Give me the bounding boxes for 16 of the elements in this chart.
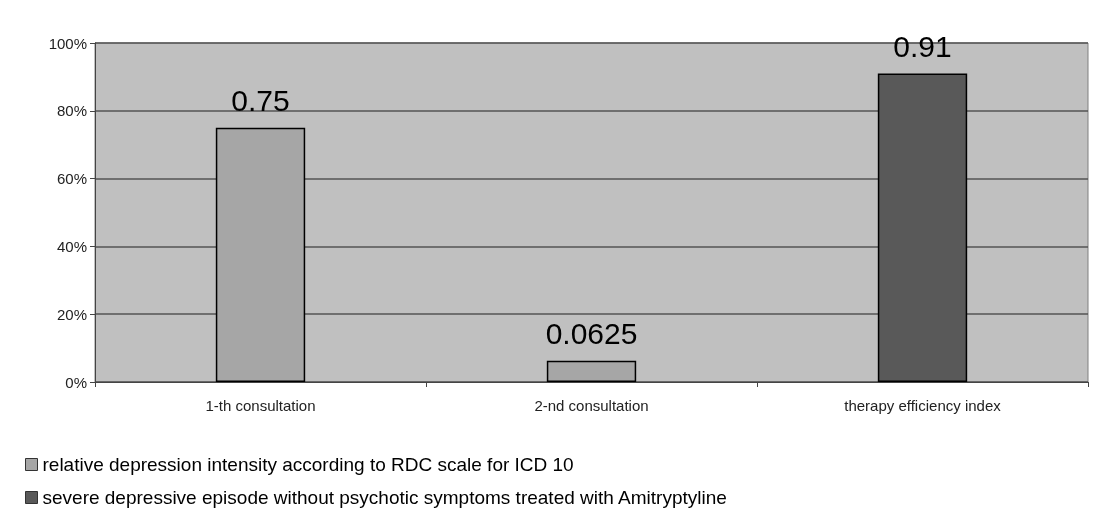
x-tick-label: 1-th consultation (205, 397, 316, 414)
y-tick-label: 100% (48, 34, 87, 52)
y-tick-label: 20% (56, 305, 87, 323)
data-label: 0.75 (231, 84, 290, 118)
data-label: 0.91 (893, 30, 952, 64)
legend-label: relative depression intensity according to RDC scale for ICD 10 (42, 454, 574, 475)
y-tick-label: 40% (56, 237, 87, 255)
data-label: 0.0625 (545, 317, 638, 351)
y-tick-label: 0% (65, 373, 87, 391)
x-tick-label: therapy efficiency index (844, 397, 1002, 414)
bar (215, 127, 306, 382)
bar (546, 360, 637, 382)
y-tick-label: 80% (56, 102, 87, 120)
legend-label: severe depressive episode without psychotic symptoms treated with Amitryptyline (42, 487, 727, 508)
x-tick-label: 2-nd consultation (534, 397, 649, 414)
y-tick-label: 60% (56, 170, 87, 188)
